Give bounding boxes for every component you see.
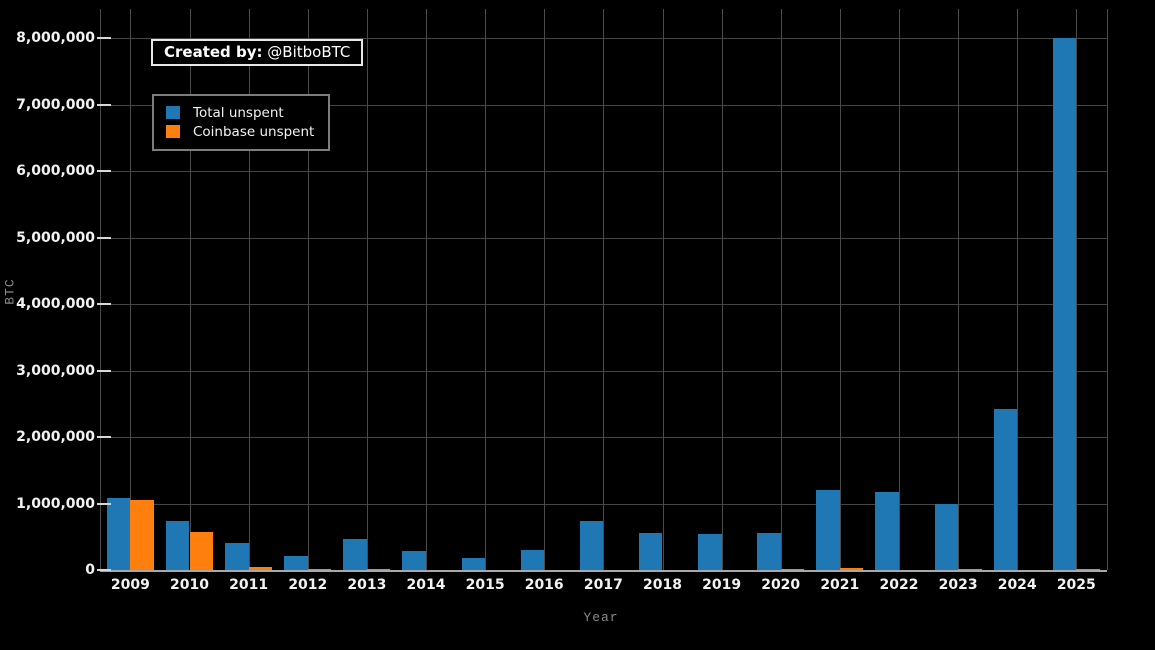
bar-total-2025 xyxy=(1052,38,1077,570)
bar-total-2013 xyxy=(343,538,367,570)
bar-total-2022 xyxy=(875,492,899,570)
bar-total-2018 xyxy=(638,532,663,570)
bar-total-2009 xyxy=(106,498,131,570)
v-gridline xyxy=(721,9,723,570)
x-tick-label-2010: 2010 xyxy=(170,577,209,593)
y-tick-label: 3,000,000 xyxy=(16,362,95,379)
y-tick-label: 1,000,000 xyxy=(16,495,95,512)
y-tick-label: 8,000,000 xyxy=(16,30,95,47)
x-tick-label-2014: 2014 xyxy=(406,577,446,593)
bar-total-2019 xyxy=(698,533,722,570)
v-gridline xyxy=(1017,9,1019,570)
y-tick-mark xyxy=(97,170,111,173)
x-tick-label-2011: 2011 xyxy=(229,577,269,593)
x-tick-label-2024: 2024 xyxy=(997,577,1037,593)
v-gridline xyxy=(839,9,841,570)
x-tick-label-2017: 2017 xyxy=(583,577,623,593)
bar-coinbase-2009 xyxy=(130,499,154,570)
x-tick-label-2009: 2009 xyxy=(110,577,150,593)
legend-label-coinbase-unspent: Coinbase unspent xyxy=(193,123,315,140)
x-tick-label-2022: 2022 xyxy=(879,577,919,593)
bar-total-2014 xyxy=(402,551,426,570)
v-gridline xyxy=(426,9,427,570)
x-tick-label-2023: 2023 xyxy=(938,577,978,593)
coinbase-unspent-swatch-icon xyxy=(166,125,180,138)
v-gridline xyxy=(248,9,250,570)
bar-total-2024 xyxy=(993,409,1018,570)
x-tick-label-2012: 2012 xyxy=(288,577,328,593)
y-tick-label: 6,000,000 xyxy=(16,163,95,180)
bar-total-2015 xyxy=(461,558,486,570)
v-gridline xyxy=(603,9,605,570)
y-tick-label: 5,000,000 xyxy=(16,229,95,246)
x-tick-label-2019: 2019 xyxy=(702,577,742,593)
y-tick-mark xyxy=(97,103,111,106)
bar-total-2023 xyxy=(934,504,959,570)
x-tick-label-2016: 2016 xyxy=(524,577,564,593)
y-tick-mark xyxy=(97,369,111,372)
y-tick-mark xyxy=(97,303,111,306)
y-tick-label: 2,000,000 xyxy=(16,429,95,446)
bar-total-2017 xyxy=(579,520,604,570)
y-tick-mark xyxy=(97,37,111,40)
x-axis-title: Year xyxy=(583,610,619,625)
legend-label-total-unspent: Total unspent xyxy=(193,104,284,121)
v-gridline xyxy=(958,9,960,570)
bar-total-2016 xyxy=(520,550,545,570)
y-axis-title: BTC xyxy=(2,278,18,305)
x-axis-line xyxy=(100,569,1107,572)
y-tick-mark xyxy=(97,236,111,239)
y-tick-mark xyxy=(97,502,111,505)
y-tick-mark xyxy=(97,436,111,439)
x-tick-label-2021: 2021 xyxy=(820,577,860,593)
legend-item-total-unspent: Total unspent xyxy=(166,103,314,122)
v-gridline xyxy=(1076,9,1078,570)
created-by-annotation: Created by: @BitboBTC xyxy=(151,39,364,66)
total-unspent-swatch-icon xyxy=(166,106,180,119)
v-gridline xyxy=(485,9,487,570)
bar-total-2012 xyxy=(284,555,308,570)
legend-item-coinbase-unspent: Coinbase unspent xyxy=(166,122,314,141)
bar-total-2011 xyxy=(225,543,249,570)
v-gridline xyxy=(780,9,782,570)
bar-total-2021 xyxy=(816,490,840,570)
v-gridline xyxy=(130,9,132,570)
plot-right-edge xyxy=(1107,9,1108,570)
y-tick-mark xyxy=(97,569,111,571)
bar-total-2020 xyxy=(757,533,781,570)
x-tick-label-2013: 2013 xyxy=(347,577,387,593)
bar-total-2010 xyxy=(165,520,190,570)
created-by-label: Created by: xyxy=(164,43,263,61)
v-gridline xyxy=(189,9,191,570)
v-gridline xyxy=(662,9,664,570)
v-gridline xyxy=(307,9,309,570)
y-tick-label: 4,000,000 xyxy=(16,296,95,313)
x-tick-label-2020: 2020 xyxy=(761,577,801,593)
legend: Total unspent Coinbase unspent xyxy=(152,94,331,151)
x-tick-label-2025: 2025 xyxy=(1056,577,1096,593)
bar-coinbase-2021 xyxy=(839,568,864,570)
x-tick-label-2018: 2018 xyxy=(643,577,682,593)
bar-coinbase-2010 xyxy=(189,532,214,570)
v-gridline xyxy=(366,9,368,570)
y-tick-label: 7,000,000 xyxy=(16,96,95,113)
y-tick-label: 0 xyxy=(85,562,95,578)
x-tick-label-2015: 2015 xyxy=(465,577,505,593)
author-handle: @BitboBTC xyxy=(262,43,351,61)
v-gridline xyxy=(544,9,546,570)
plot-left-edge xyxy=(100,9,101,570)
v-gridline xyxy=(899,9,900,570)
bar-coinbase-2011 xyxy=(248,567,273,570)
